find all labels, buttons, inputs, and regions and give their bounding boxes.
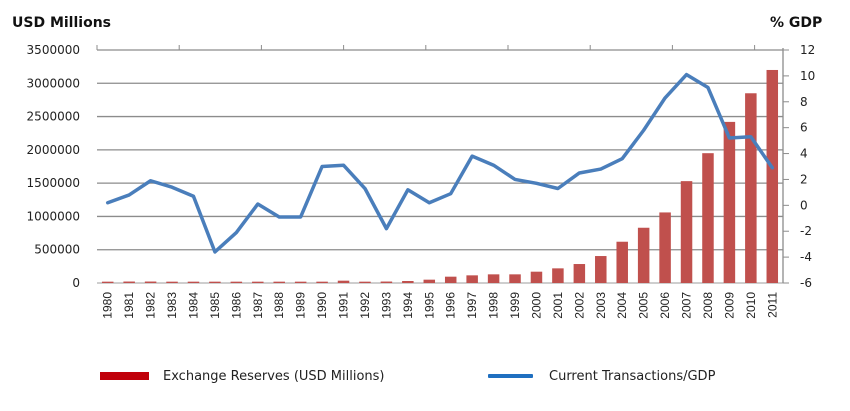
bar-2003 — [595, 256, 607, 283]
bar-1999 — [509, 274, 521, 283]
left-tick-label: 1500000 — [27, 176, 80, 190]
bar-1983 — [166, 281, 178, 283]
bar-1985 — [209, 281, 221, 283]
legend-label-exchange-reserves: Exchange Reserves (USD Millions) — [163, 368, 385, 384]
x-tick-label: 2004 — [615, 292, 629, 319]
bar-2002 — [573, 264, 586, 283]
legend-item-exchange-reserves: Exchange Reserves (USD Millions) — [100, 366, 385, 386]
bar-1992 — [359, 281, 371, 283]
x-tick-label: 1985 — [208, 292, 222, 319]
x-tick-label: 1980 — [101, 292, 115, 319]
bar-2006 — [659, 212, 671, 283]
left-tick-label: 500000 — [34, 243, 80, 257]
bar-2010 — [745, 93, 757, 284]
bar-1997 — [466, 275, 478, 283]
left-tick-label: 0 — [72, 276, 80, 290]
bar-2007 — [680, 181, 693, 283]
bar-1987 — [252, 281, 264, 283]
x-tick-label: 2002 — [572, 292, 586, 319]
legend-item-current-transactions: Current Transactions/GDP — [488, 366, 715, 386]
bar-1995 — [423, 279, 436, 283]
x-tick-label: 1994 — [401, 292, 415, 319]
x-tick-label: 1993 — [379, 292, 393, 319]
x-tick-label: 1995 — [422, 292, 436, 319]
right-tick-label: -6 — [800, 276, 812, 290]
top-border-ticks — [96, 45, 756, 50]
bar-2008 — [702, 153, 714, 283]
x-tick-label: 1984 — [186, 292, 200, 319]
line-series-current-transactions — [105, 72, 775, 254]
bar-2000 — [530, 271, 543, 283]
x-tick-label: 1983 — [165, 292, 179, 319]
x-tick-label: 1990 — [315, 292, 329, 319]
bar-1988 — [273, 281, 285, 283]
left-tick-label: 3500000 — [27, 43, 80, 57]
x-tick-label: 1989 — [294, 292, 308, 319]
x-tick-label: 1987 — [251, 292, 265, 319]
bar-1991 — [337, 280, 350, 283]
bar-2009 — [723, 121, 736, 283]
x-tick-label: 2005 — [637, 292, 651, 319]
right-tick-label: 6 — [800, 121, 808, 135]
x-tick-label: 1992 — [358, 292, 372, 319]
right-tick-label: -2 — [800, 224, 812, 238]
x-tick-label: 2009 — [722, 292, 736, 319]
bar-1994 — [402, 281, 414, 283]
x-axis-labels: 1980 1981 1982 1983 1984 1985 1986 1987 1988 1989… — [101, 292, 780, 319]
right-axis: -6 -4 -2 0 2 4 6 8 10 12 — [782, 43, 815, 290]
right-tick-label: 0 — [800, 198, 808, 212]
legend-swatch-bar — [100, 372, 149, 380]
combo-chart: USD Millions % GDP 0 500000 1000000 1500000… — [12, 15, 822, 319]
bar-2005 — [637, 227, 650, 283]
right-tick-label: 8 — [800, 95, 808, 109]
x-tick-label: 2000 — [529, 292, 543, 319]
bar-1990 — [316, 281, 328, 283]
right-tick-label: 10 — [800, 69, 815, 83]
left-axis: 0 500000 1000000 1500000 2000000 2500000 30000… — [27, 43, 80, 290]
legend-label-current-transactions: Current Transactions/GDP — [549, 368, 716, 384]
left-tick-label: 1000000 — [27, 209, 80, 223]
x-tick-label: 1982 — [144, 292, 158, 319]
x-tick-label: 2011 — [765, 292, 779, 318]
bar-1984 — [187, 281, 200, 283]
bar-1993 — [380, 281, 393, 283]
x-tick-label: 1981 — [122, 292, 136, 319]
bar-series-exchange-reserves — [101, 69, 779, 284]
line-path — [105, 72, 775, 254]
x-tick-label: 2006 — [658, 292, 672, 319]
x-tick-label: 2010 — [744, 292, 758, 319]
bar-1996 — [444, 276, 457, 283]
right-tick-label: 2 — [800, 172, 808, 186]
left-axis-title: USD Millions — [12, 15, 111, 31]
x-tick-label: 2003 — [594, 292, 608, 319]
bar-1998 — [487, 274, 500, 283]
right-tick-label: 4 — [800, 147, 808, 161]
bar-1986 — [230, 281, 243, 283]
legend-swatch-line — [488, 374, 533, 378]
right-axis-title: % GDP — [770, 15, 822, 31]
x-tick-label: 2001 — [551, 292, 565, 319]
bar-1980 — [101, 281, 114, 283]
bar-1981 — [123, 281, 135, 283]
x-tick-label: 2007 — [680, 292, 694, 319]
x-tick-label: 1997 — [465, 292, 479, 319]
x-tick-label: 1986 — [229, 292, 243, 319]
x-tick-label: 1991 — [337, 292, 351, 319]
bar-1982 — [144, 281, 157, 283]
x-tick-label: 1999 — [508, 292, 522, 319]
x-tick-label: 1996 — [444, 292, 458, 319]
right-tick-label: 12 — [800, 43, 815, 57]
bar-2011 — [766, 69, 779, 283]
x-tick-label: 1998 — [487, 292, 501, 319]
bar-1989 — [294, 281, 307, 283]
bar-2004 — [616, 241, 628, 283]
left-tick-label: 2000000 — [27, 143, 80, 157]
x-tick-label: 1988 — [272, 292, 286, 319]
left-tick-label: 2500000 — [27, 110, 80, 124]
x-tick-label: 2008 — [701, 292, 715, 319]
right-tick-label: -4 — [800, 250, 812, 264]
gridlines — [97, 49, 783, 284]
left-tick-label: 3000000 — [27, 76, 80, 90]
bar-2001 — [552, 268, 564, 283]
